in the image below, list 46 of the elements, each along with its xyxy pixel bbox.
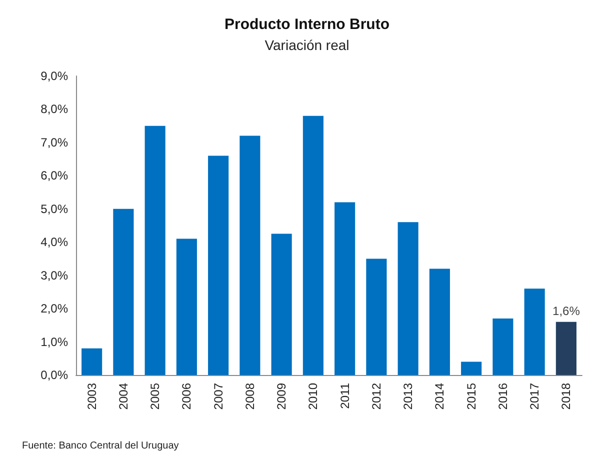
bar <box>240 136 260 375</box>
bar <box>398 222 418 375</box>
bar <box>492 318 514 375</box>
x-tick-label: 2004 <box>116 382 130 410</box>
bar <box>524 288 545 375</box>
y-tick-label: 4,0% <box>40 235 68 250</box>
chart-title: Producto Interno Bruto <box>224 16 390 33</box>
x-tick-label: 2008 <box>242 382 257 410</box>
x-tick-label: 2013 <box>401 382 416 410</box>
y-tick-label: 2,0% <box>40 302 68 316</box>
bar <box>556 322 576 375</box>
chart-subtitle: Variación real <box>264 37 350 53</box>
x-tick-label: 2010 <box>306 382 320 410</box>
x-tick-label: 2014 <box>432 382 447 410</box>
bar <box>271 234 292 375</box>
x-tick-label: 2009 <box>274 382 289 410</box>
bar <box>176 238 197 375</box>
x-tick-label: 2011 <box>338 382 352 409</box>
bar <box>113 208 134 375</box>
bar <box>461 362 482 375</box>
y-tick-label: 0,0% <box>40 368 68 382</box>
x-tick-label: 2003 <box>84 382 99 410</box>
bar <box>302 116 324 375</box>
bar <box>429 268 450 375</box>
bar <box>208 156 229 375</box>
bar <box>334 202 356 375</box>
y-tick-label: 7,0% <box>40 135 68 150</box>
bar <box>366 258 387 375</box>
x-tick-label: 2012 <box>369 382 384 410</box>
y-tick-label: 8,0% <box>40 102 68 116</box>
x-tick-label: 2017 <box>528 382 542 410</box>
y-tick-label: 3,0% <box>40 268 68 282</box>
y-tick-label: 1,0% <box>40 334 68 349</box>
x-tick-label: 2005 <box>148 382 162 410</box>
bar <box>82 348 102 375</box>
y-tick-label: 6,0% <box>40 168 68 183</box>
bar <box>144 126 166 375</box>
x-tick-label: 2015 <box>464 382 478 410</box>
y-tick-label: 5,0% <box>40 202 68 216</box>
source-note: Fuente: Banco Central del Uruguay <box>22 440 179 452</box>
y-tick-label: 9,0% <box>40 69 68 83</box>
x-tick-label: 2018 <box>559 382 574 410</box>
x-tick-label: 2006 <box>180 382 194 410</box>
data-label: 1,6% <box>552 304 580 318</box>
x-tick-label: 2007 <box>211 382 226 410</box>
x-tick-label: 2016 <box>496 382 510 410</box>
